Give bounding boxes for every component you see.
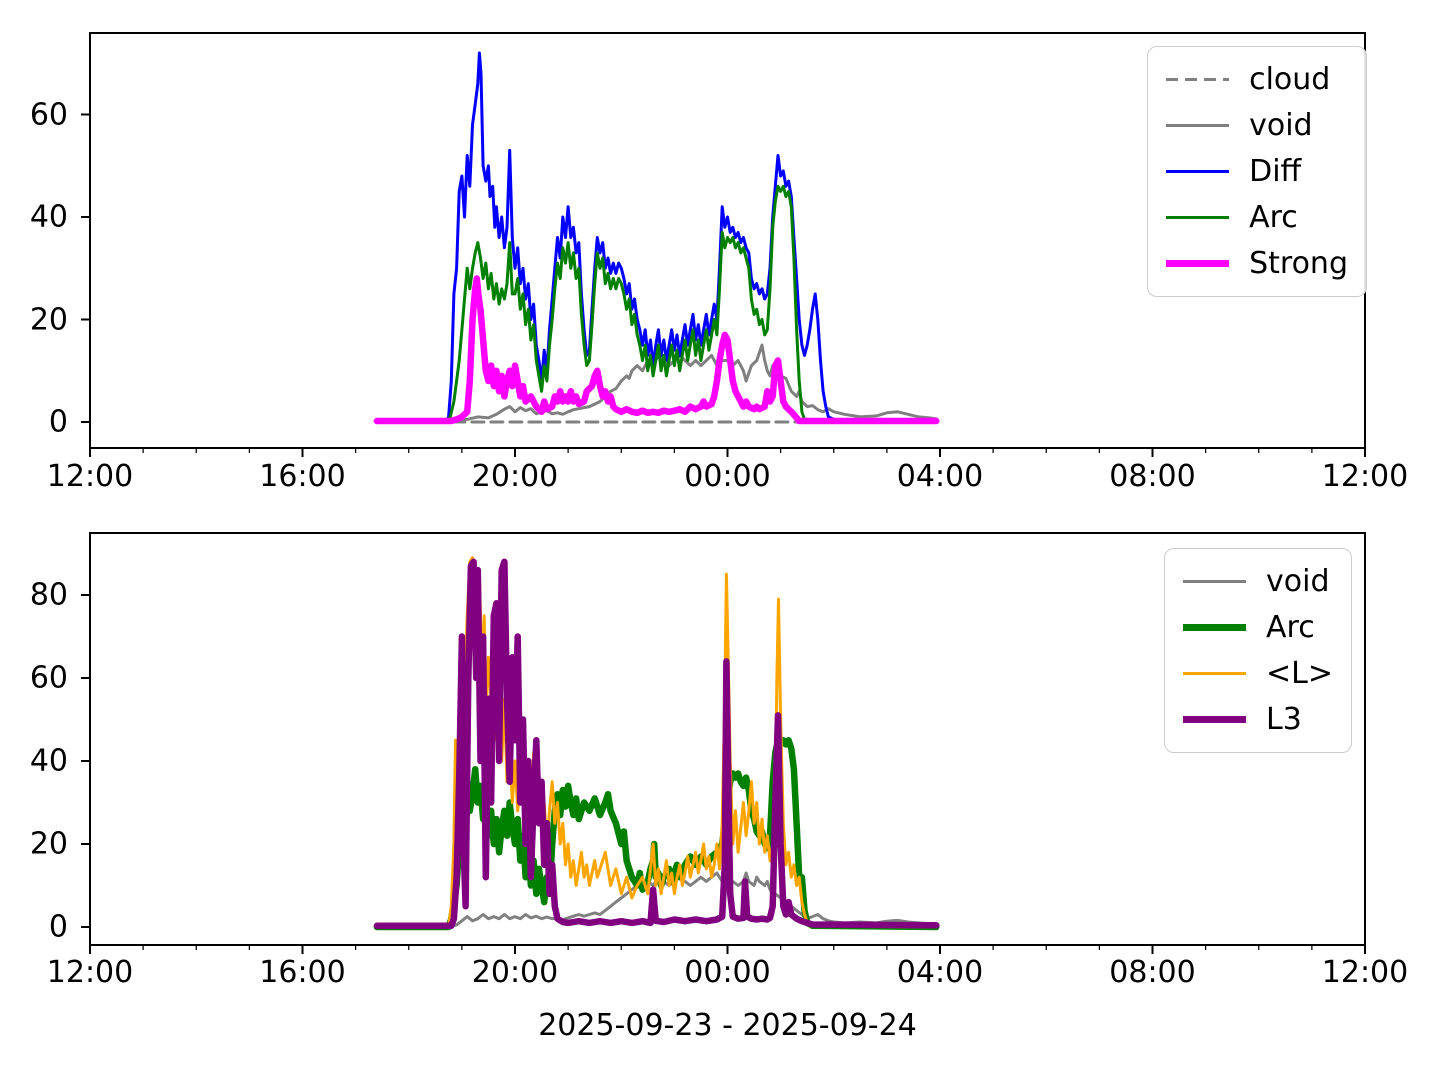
series-arc (375, 184, 938, 424)
legend-entry-cloud: cloud (1166, 63, 1348, 96)
legend-label: Arc (1266, 609, 1315, 645)
legend-entry-void: void (1183, 565, 1333, 598)
y-tick-label: 40 (29, 199, 68, 235)
legend-entry-strong: Strong (1166, 247, 1348, 280)
x-tick-label: 12:00 (1321, 459, 1409, 494)
legend-entry-l3: L3 (1183, 703, 1333, 736)
legend-line-sample (1166, 77, 1230, 82)
series-diff (375, 51, 938, 424)
y-tick-label: 80 (29, 577, 68, 613)
y-tick-label: 60 (29, 660, 68, 696)
x-tick-label: 16:00 (259, 955, 346, 990)
y-tick-label: 0 (48, 909, 68, 945)
y-tick-label: 20 (29, 826, 68, 862)
legend-line-sample (1183, 671, 1246, 676)
x-tick-label: 16:00 (259, 459, 346, 494)
legend-entry-void: void (1166, 109, 1348, 142)
legend-label: Strong (1249, 245, 1348, 281)
x-tick-label: 04:00 (896, 459, 984, 494)
legend-line-sample (1166, 215, 1230, 220)
legend-entry-arc: Arc (1183, 611, 1333, 644)
y-tick-label: 60 (29, 97, 68, 132)
legend-entry-arc: Arc (1166, 201, 1348, 234)
legend-line-sample (1166, 123, 1230, 128)
y-tick-label: 40 (29, 743, 68, 779)
legend-label: void (1266, 563, 1330, 599)
x-tick-label: 12:00 (46, 459, 134, 494)
legend-label: Arc (1249, 199, 1298, 235)
legend-line-sample (1183, 624, 1246, 631)
x-tick-label: 00:00 (684, 955, 771, 990)
y-tick-label: 20 (29, 302, 68, 337)
x-tick-label: 12:00 (46, 955, 134, 990)
x-tick-label: 08:00 (1109, 459, 1196, 494)
x-tick-label: 12:00 (1321, 955, 1409, 990)
legend-line-sample (1166, 260, 1230, 267)
legend-label: cloud (1249, 61, 1331, 97)
x-tick-label: 08:00 (1109, 955, 1196, 990)
series-strong (373, 275, 940, 425)
legend-line-sample (1166, 169, 1230, 174)
legend-label: L3 (1266, 701, 1302, 737)
x-tick-label: 20:00 (471, 459, 559, 494)
legend-bottom: void Arc <L> L3 (1164, 548, 1352, 753)
series-l3 (373, 558, 940, 930)
x-tick-label: 20:00 (471, 955, 559, 990)
legend-label: void (1249, 107, 1313, 143)
y-tick-label: 0 (48, 404, 68, 440)
legend-entry--l-: <L> (1183, 657, 1333, 690)
x-axis-label: 2025-09-23 - 2025-09-24 (538, 1008, 917, 1043)
x-tick-label: 00:00 (684, 459, 771, 494)
legend-label: Diff (1249, 153, 1302, 189)
legend-top: cloud void Diff Arc Strong (1147, 46, 1367, 297)
legend-line-sample (1183, 579, 1246, 584)
legend-line-sample (1183, 716, 1246, 723)
legend-label: <L> (1266, 655, 1333, 691)
legend-entry-diff: Diff (1166, 155, 1348, 188)
x-tick-label: 04:00 (896, 955, 984, 990)
